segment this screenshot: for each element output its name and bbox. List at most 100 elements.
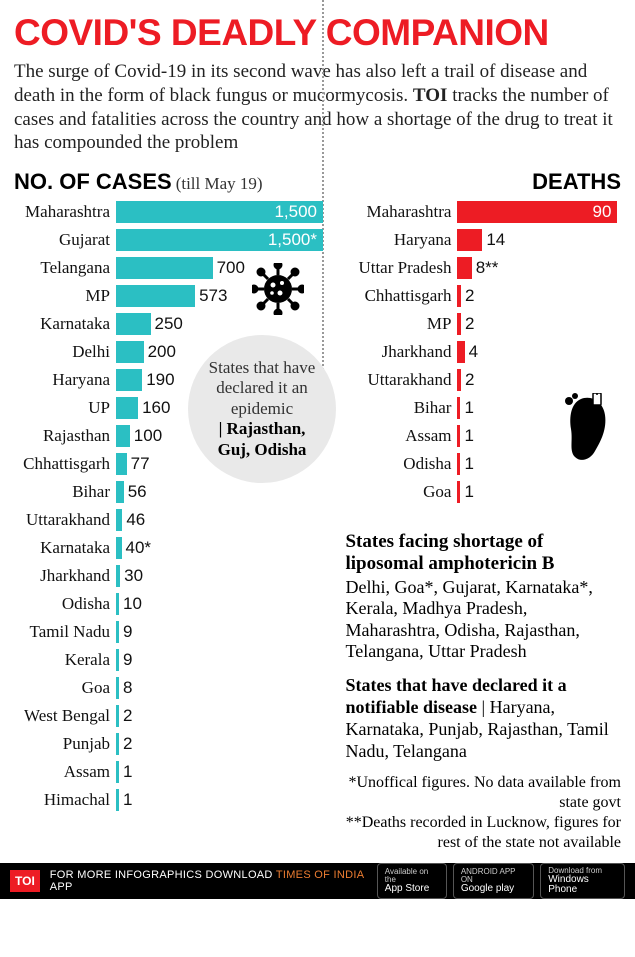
bar-fill (457, 341, 464, 363)
intro-text: The surge of Covid-19 in its second wave… (14, 60, 621, 155)
bar-value: 1 (464, 482, 473, 502)
infographic-container: COVID'S DEADLY COMPANION The surge of Co… (0, 0, 635, 853)
bar-value: 2 (465, 286, 474, 306)
bar-row: Chhattisgarh2 (345, 283, 621, 309)
footnote-2: **Deaths recorded in Lucknow, figures fo… (345, 813, 621, 853)
bar-track: 1 (116, 761, 331, 783)
callout-text: States that have declared it an epidemic (202, 358, 322, 419)
bar-row: Gujarat1,500* (14, 227, 331, 253)
bar-row: Karnataka40* (14, 535, 331, 561)
bar-fill (116, 397, 138, 419)
bar-value: 160 (142, 398, 170, 418)
bar-track: 1,500 (116, 201, 331, 223)
bar-label: Uttarakhand (345, 370, 457, 390)
store-badge[interactable]: Available on theApp Store (377, 863, 447, 899)
bar-value: 1 (464, 398, 473, 418)
bar-label: Telangana (14, 258, 116, 278)
bar-fill (116, 593, 119, 615)
cases-header: NO. OF CASES (till May 19) (14, 169, 331, 195)
bar-row: Haryana14 (345, 227, 621, 253)
bar-fill (457, 425, 460, 447)
bar-track: 9 (116, 649, 331, 671)
bar-value: 1 (123, 762, 132, 782)
bar-fill (116, 789, 119, 811)
bar-fill (457, 397, 460, 419)
bar-fill: 90 (457, 201, 617, 223)
bar-fill (116, 733, 119, 755)
bar-fill (457, 481, 460, 503)
bar-row: Uttarakhand2 (345, 367, 621, 393)
shortage-title: States facing shortage of liposomal amph… (345, 531, 621, 575)
bar-value: 100 (134, 426, 162, 446)
bar-fill (116, 257, 213, 279)
store-badge[interactable]: Download fromWindows Phone (540, 863, 625, 899)
bar-label: Karnataka (14, 314, 116, 334)
bar-fill (116, 425, 130, 447)
bar-fill (116, 453, 127, 475)
footer-post: APP (50, 881, 73, 893)
bar-row: Jharkhand30 (14, 563, 331, 589)
footer-text: FOR MORE INFOGRAPHICS DOWNLOAD TIMES OF … (50, 869, 377, 893)
cases-subtitle: (till May 19) (176, 174, 263, 193)
footprint-icon (561, 393, 611, 468)
bar-fill (457, 369, 461, 391)
bar-track: 1 (457, 481, 621, 503)
epidemic-callout: States that have declared it an epidemic… (188, 335, 336, 483)
bar-label: Himachal (14, 790, 116, 810)
bar-row: Odisha10 (14, 591, 331, 617)
cases-column: NO. OF CASES (till May 19) Maharashtra1,… (14, 169, 331, 853)
cases-title: NO. OF CASES (14, 169, 172, 195)
bar-track: 9 (116, 621, 331, 643)
bar-value: 8** (476, 258, 499, 278)
bar-row: Himachal1 (14, 787, 331, 813)
headline: COVID'S DEADLY COMPANION (14, 12, 621, 54)
bar-value: 9 (123, 622, 132, 642)
bar-fill (116, 565, 120, 587)
footer-pre: FOR MORE INFOGRAPHICS DOWNLOAD (50, 869, 276, 881)
bar-row: Maharashtra1,500 (14, 199, 331, 225)
deaths-column: DEATHS Maharashtra90Haryana14Uttar Prade… (331, 169, 621, 853)
bar-value: 250 (155, 314, 183, 334)
bar-label: Maharashtra (14, 202, 116, 222)
deaths-header: DEATHS (345, 169, 621, 195)
bar-value: 56 (128, 482, 147, 502)
bar-fill (457, 229, 482, 251)
bar-row: Tamil Nadu9 (14, 619, 331, 645)
bar-fill (116, 761, 119, 783)
bar-value: 200 (148, 342, 176, 362)
bar-label: Assam (345, 426, 457, 446)
bar-fill (457, 285, 461, 307)
bar-row: Maharashtra90 (345, 199, 621, 225)
bar-fill (116, 369, 142, 391)
bar-fill: 1,500 (116, 201, 323, 223)
bar-value: 4 (469, 342, 478, 362)
bar-label: Chhattisgarh (14, 454, 116, 474)
deaths-title: DEATHS (532, 169, 621, 195)
footer-bar: TOI FOR MORE INFOGRAPHICS DOWNLOAD TIMES… (0, 863, 635, 899)
bar-row: West Bengal2 (14, 703, 331, 729)
bar-label: Haryana (345, 230, 457, 250)
store-badge[interactable]: ANDROID APP ONGoogle play (453, 863, 534, 899)
bar-fill (116, 649, 119, 671)
bar-value: 190 (146, 370, 174, 390)
bar-track: 90 (457, 201, 621, 223)
bar-fill (116, 705, 119, 727)
bar-row: Uttarakhand46 (14, 507, 331, 533)
bar-value: 77 (131, 454, 150, 474)
bar-fill (457, 453, 460, 475)
bar-value: 46 (126, 510, 145, 530)
bar-label: MP (345, 314, 457, 334)
bar-label: Haryana (14, 370, 116, 390)
bar-track: 46 (116, 509, 331, 531)
bar-label: Rajasthan (14, 426, 116, 446)
bar-track: 8** (457, 257, 621, 279)
bar-track: 10 (116, 593, 331, 615)
bar-value: 1 (464, 454, 473, 474)
bar-label: Odisha (345, 454, 457, 474)
bar-track: 2 (457, 285, 621, 307)
bar-track: 1 (116, 789, 331, 811)
bar-value: 9 (123, 650, 132, 670)
bar-track: 2 (457, 313, 621, 335)
bar-label: Uttar Pradesh (345, 258, 457, 278)
footnote-1: *Unoffical figures. No data available fr… (345, 773, 621, 813)
